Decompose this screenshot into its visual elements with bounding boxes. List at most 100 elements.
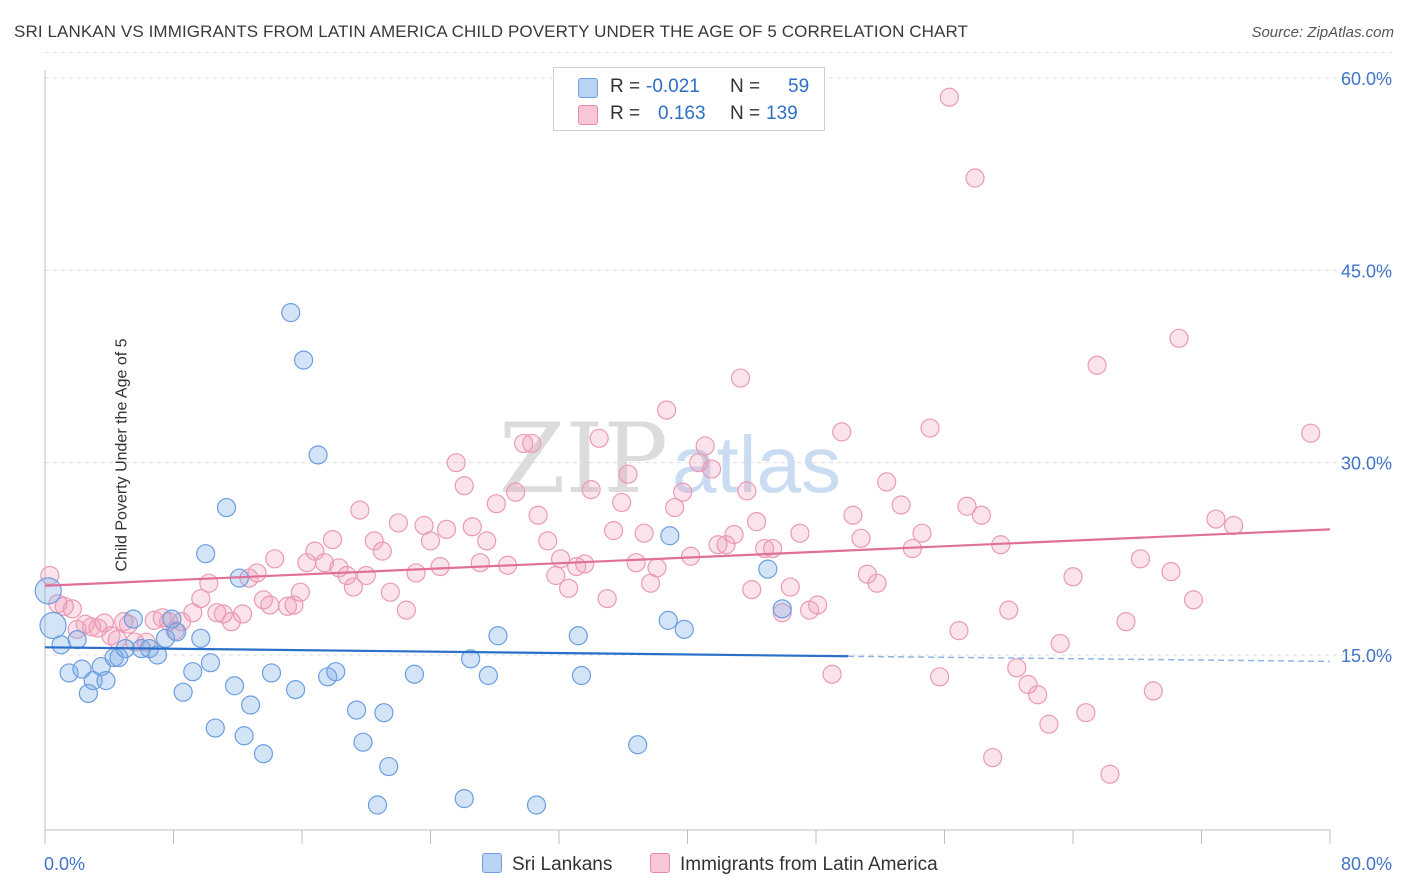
data-point-sri-lankans — [658, 610, 678, 630]
data-point-latin-america — [589, 428, 609, 448]
data-point-latin-america — [514, 433, 534, 454]
data-point-sri-lankans — [461, 649, 481, 669]
data-point-sri-lankans — [374, 703, 394, 723]
data-point-latin-america — [575, 554, 595, 574]
data-point-latin-america — [522, 433, 542, 454]
legend-row-sri-lankans: R = -0.021 N = 59 — [554, 74, 824, 100]
data-point-sri-lankans — [96, 671, 116, 691]
data-point-latin-america — [1130, 549, 1151, 569]
data-point-latin-america — [808, 595, 828, 615]
data-point-latin-america — [1161, 562, 1181, 582]
legend-r-label: R = — [610, 103, 641, 124]
watermark-atlas: atlas — [672, 420, 841, 509]
data-point-latin-america — [597, 588, 617, 609]
data-point-latin-america — [81, 617, 102, 637]
data-point-latin-america — [730, 368, 751, 388]
data-point-latin-america — [737, 481, 757, 501]
data-point-latin-america — [477, 531, 497, 551]
data-point-latin-america — [1143, 681, 1163, 701]
legend-swatch-pink — [578, 105, 598, 125]
data-point-latin-america — [701, 459, 722, 479]
data-point-sri-lankans — [147, 645, 168, 665]
data-point-latin-america — [634, 523, 654, 543]
data-point-sri-lankans — [568, 626, 588, 646]
data-point-sri-lankans — [78, 683, 98, 704]
data-point-sri-lankans — [628, 735, 648, 755]
x-tick-label-min: 0.0% — [44, 854, 85, 874]
watermark: ZIP atlas — [499, 403, 841, 515]
bottom-legend-sri-lankans: Sri Lankans — [482, 852, 612, 878]
x-tick-label-max: 80.0% — [1341, 854, 1392, 874]
data-point-latin-america — [867, 573, 887, 593]
data-point-latin-america — [965, 168, 985, 188]
data-point-sri-lankans — [162, 609, 182, 629]
data-point-latin-america — [626, 553, 646, 573]
chart-title: SRI LANKAN VS IMMIGRANTS FROM LATIN AMER… — [14, 22, 969, 41]
legend-n-value: 139 — [766, 103, 798, 124]
trend-line-latin-america — [44, 528, 1331, 587]
data-point-latin-america — [983, 747, 1003, 768]
data-point-sri-lankans — [404, 664, 425, 684]
data-point-latin-america — [716, 535, 736, 555]
data-point-sri-lankans — [191, 628, 211, 648]
data-point-sri-lankans — [353, 732, 373, 752]
data-point-sri-lankans — [34, 577, 62, 605]
data-point-latin-america — [1183, 590, 1204, 610]
correlation-legend: R = -0.021 N = 59 R = 0.163 N = 139 — [553, 67, 825, 131]
data-point-latin-america — [665, 497, 685, 518]
data-point-latin-america — [265, 549, 285, 569]
legend-swatch-blue — [578, 78, 598, 98]
data-point-sri-lankans — [379, 756, 399, 777]
data-point-latin-america — [612, 492, 632, 513]
data-point-latin-america — [506, 482, 526, 502]
data-point-sri-lankans — [454, 789, 474, 809]
data-point-latin-america — [1116, 612, 1136, 632]
data-point-latin-america — [930, 667, 950, 687]
data-point-latin-america — [380, 582, 400, 602]
data-point-sri-lankans — [167, 622, 187, 642]
data-point-sri-lankans — [674, 619, 694, 639]
legend-row-latin-america: R = 0.163 N = 139 — [554, 101, 824, 127]
data-point-latin-america — [999, 600, 1019, 620]
data-point-latin-america — [420, 531, 441, 551]
data-point-latin-america — [388, 513, 408, 533]
data-point-sri-lankans — [281, 303, 301, 323]
data-point-latin-america — [528, 505, 548, 525]
trend-lines — [44, 528, 1331, 663]
data-point-sri-lankans — [183, 662, 203, 682]
y-axis-label: Child Poverty Under the Age of 5 — [113, 338, 131, 572]
data-point-latin-america — [538, 531, 558, 551]
data-point-latin-america — [1076, 703, 1096, 723]
data-point-latin-america — [277, 596, 298, 616]
data-point-sri-lankans — [234, 726, 254, 746]
data-point-sri-lankans — [772, 599, 792, 619]
data-point-latin-america — [742, 580, 762, 600]
data-point-latin-america — [780, 577, 800, 597]
data-point-sri-lankans — [326, 662, 346, 682]
data-point-sri-lankans — [196, 544, 216, 564]
swatch-blue — [482, 853, 502, 873]
data-point-latin-america — [62, 599, 82, 619]
data-point-latin-america — [920, 418, 940, 438]
data-point-sri-lankans — [67, 630, 87, 650]
data-point-latin-america — [1018, 674, 1038, 695]
data-point-latin-america — [470, 553, 490, 573]
data-point-latin-america — [350, 500, 370, 520]
data-point-latin-america — [673, 482, 693, 502]
data-point-sri-lankans — [205, 718, 225, 738]
data-point-latin-america — [843, 505, 863, 525]
data-point-sri-lankans — [39, 611, 67, 640]
data-point-sri-lankans — [758, 559, 778, 579]
data-point-latin-america — [912, 523, 932, 543]
data-point-latin-america — [462, 517, 482, 537]
data-point-latin-america — [247, 563, 267, 583]
data-point-latin-america — [822, 664, 842, 684]
data-point-latin-america — [364, 531, 384, 551]
data-point-latin-america — [1087, 355, 1107, 375]
data-point-sri-lankans — [253, 744, 274, 764]
data-point-sri-lankans — [367, 795, 388, 815]
swatch-pink — [650, 853, 670, 873]
data-point-latin-america — [337, 565, 357, 586]
data-point-latin-america — [406, 563, 426, 583]
